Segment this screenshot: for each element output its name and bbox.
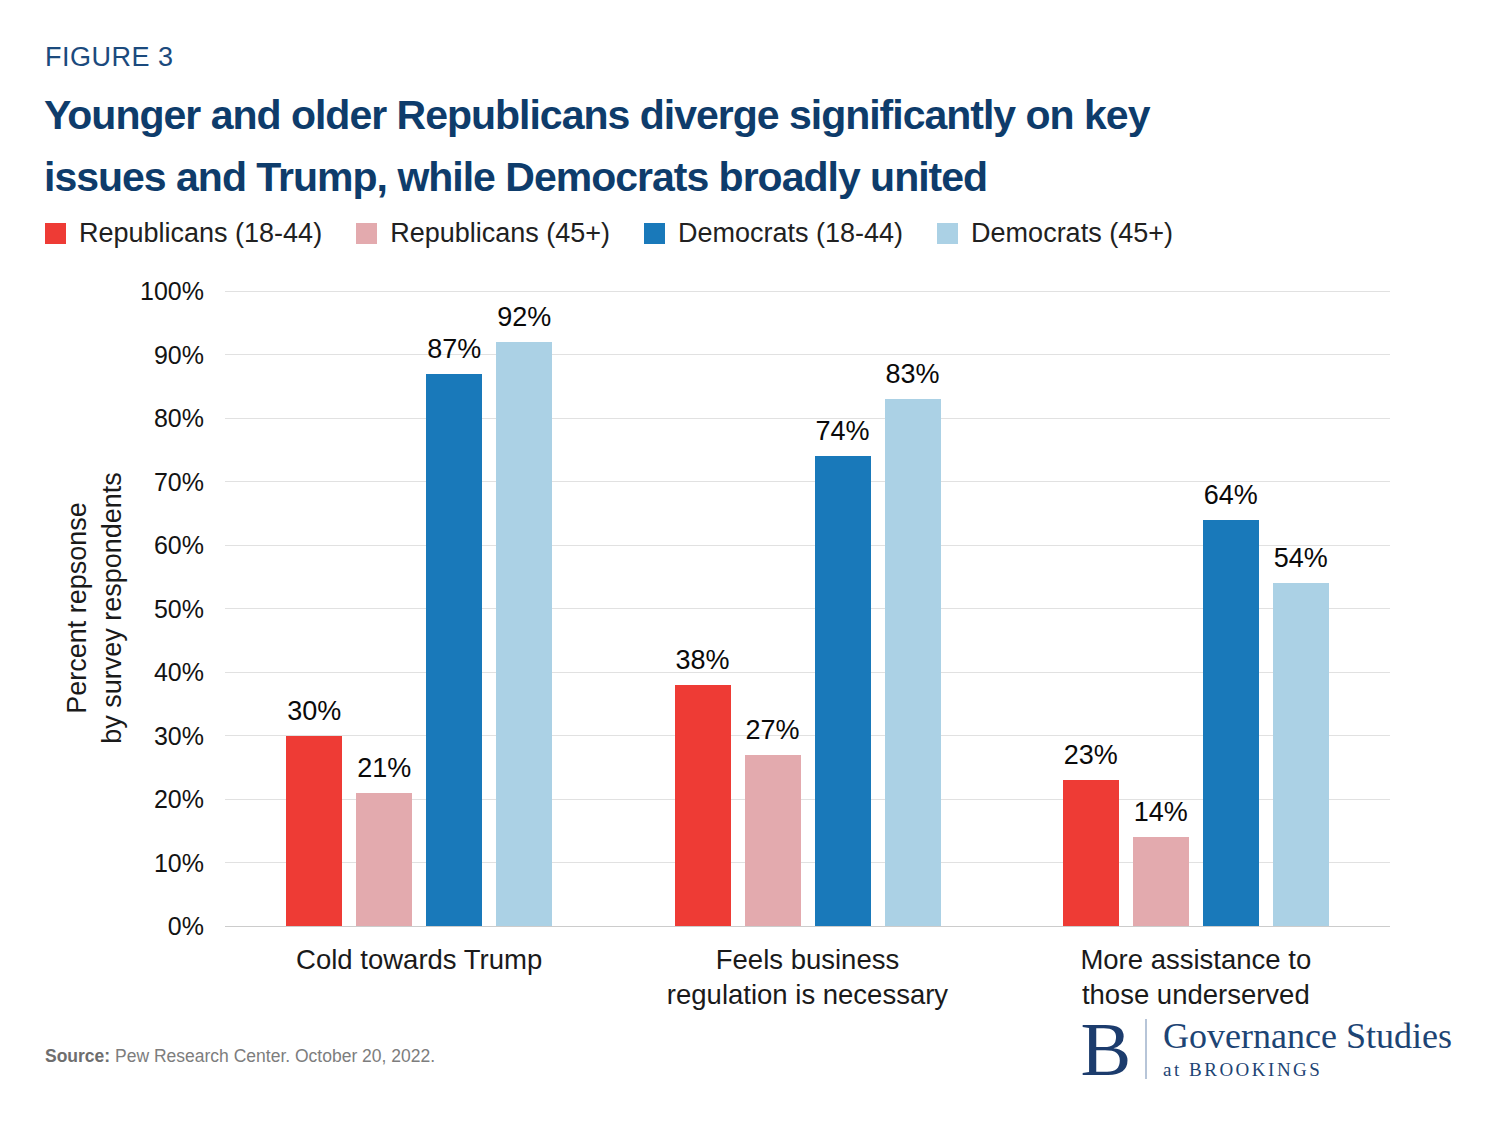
legend-item-label: Democrats (45+) (971, 218, 1173, 249)
y-axis-tick-label: 70% (0, 467, 204, 497)
page-root: FIGURE 3 Younger and older Republicans d… (0, 0, 1500, 1125)
chart-title: Younger and older Republicans diverge si… (44, 84, 1149, 208)
bar (815, 456, 871, 926)
legend-item: Democrats (45+) (937, 218, 1173, 249)
legend-item: Republicans (45+) (356, 218, 610, 249)
logo-b: B (1080, 1017, 1131, 1081)
category-label-line: regulation is necessary (588, 977, 1028, 1012)
bar (426, 374, 482, 926)
category-label-line: Cold towards Trump (199, 942, 639, 977)
bar-value-label: 54% (1231, 543, 1371, 574)
category-label-line: Feels business (588, 942, 1028, 977)
bar-value-label: 83% (843, 359, 983, 390)
source-note: Source: Pew Research Center. October 20,… (45, 1046, 435, 1067)
logo-sub: at BROOKINGS (1163, 1059, 1452, 1081)
category-label: Feels businessregulation is necessary (588, 942, 1028, 1012)
chart-title-line-2: issues and Trump, while Democrats broadl… (44, 146, 1149, 208)
legend-item-label: Democrats (18-44) (678, 218, 903, 249)
y-axis-tick-label: 60% (0, 530, 204, 560)
category-label-line: More assistance to (976, 942, 1416, 977)
logo-name: Governance Studies (1163, 1016, 1452, 1056)
y-axis-tick-label: 50% (0, 594, 204, 624)
legend-item-label: Republicans (45+) (390, 218, 610, 249)
y-axis-tick-label: 40% (0, 657, 204, 687)
figure-label: FIGURE 3 (45, 42, 174, 73)
y-axis-tick-label: 10% (0, 848, 204, 878)
chart: Percent repsonse by survey respondents 0… (0, 291, 1500, 1051)
source-text: Pew Research Center. October 20, 2022. (110, 1046, 435, 1066)
bar (496, 342, 552, 926)
legend-swatch (45, 223, 66, 244)
bar (1273, 583, 1329, 926)
legend-item: Republicans (18-44) (45, 218, 322, 249)
category-label-line: those underserved (976, 977, 1416, 1012)
legend-swatch (937, 223, 958, 244)
source-label: Source: (45, 1046, 110, 1066)
bar (356, 793, 412, 926)
y-axis-tick-label: 90% (0, 340, 204, 370)
logo-divider (1145, 1019, 1147, 1079)
legend-item: Democrats (18-44) (644, 218, 903, 249)
y-axis-tick-label: 20% (0, 784, 204, 814)
bar-value-label: 23% (1021, 740, 1161, 771)
y-axis-tick-label: 100% (0, 276, 204, 306)
bar-value-label: 64% (1161, 480, 1301, 511)
y-axis-tick-label: 30% (0, 721, 204, 751)
legend-item-label: Republicans (18-44) (79, 218, 322, 249)
bar-value-label: 38% (633, 645, 773, 676)
brookings-logo: B Governance Studies at BROOKINGS (1080, 1016, 1452, 1081)
logo-text-block: Governance Studies at BROOKINGS (1163, 1016, 1452, 1081)
gridline (225, 291, 1390, 292)
bar (1203, 520, 1259, 926)
category-label: More assistance tothose underserved (976, 942, 1416, 1012)
legend-swatch (356, 223, 377, 244)
bar-value-label: 30% (244, 696, 384, 727)
bar-value-label: 92% (454, 302, 594, 333)
legend: Republicans (18-44) Republicans (45+) Demo… (45, 218, 1173, 249)
legend-swatch (644, 223, 665, 244)
bar (745, 755, 801, 926)
bar (885, 399, 941, 926)
category-label: Cold towards Trump (199, 942, 639, 977)
y-axis-tick-label: 80% (0, 403, 204, 433)
bar (1133, 837, 1189, 926)
plot-area: 30%21%87%92%38%27%74%83%23%14%64%54% (225, 291, 1390, 926)
y-axis-tick-label: 0% (0, 911, 204, 941)
chart-title-line-1: Younger and older Republicans diverge si… (44, 84, 1149, 146)
